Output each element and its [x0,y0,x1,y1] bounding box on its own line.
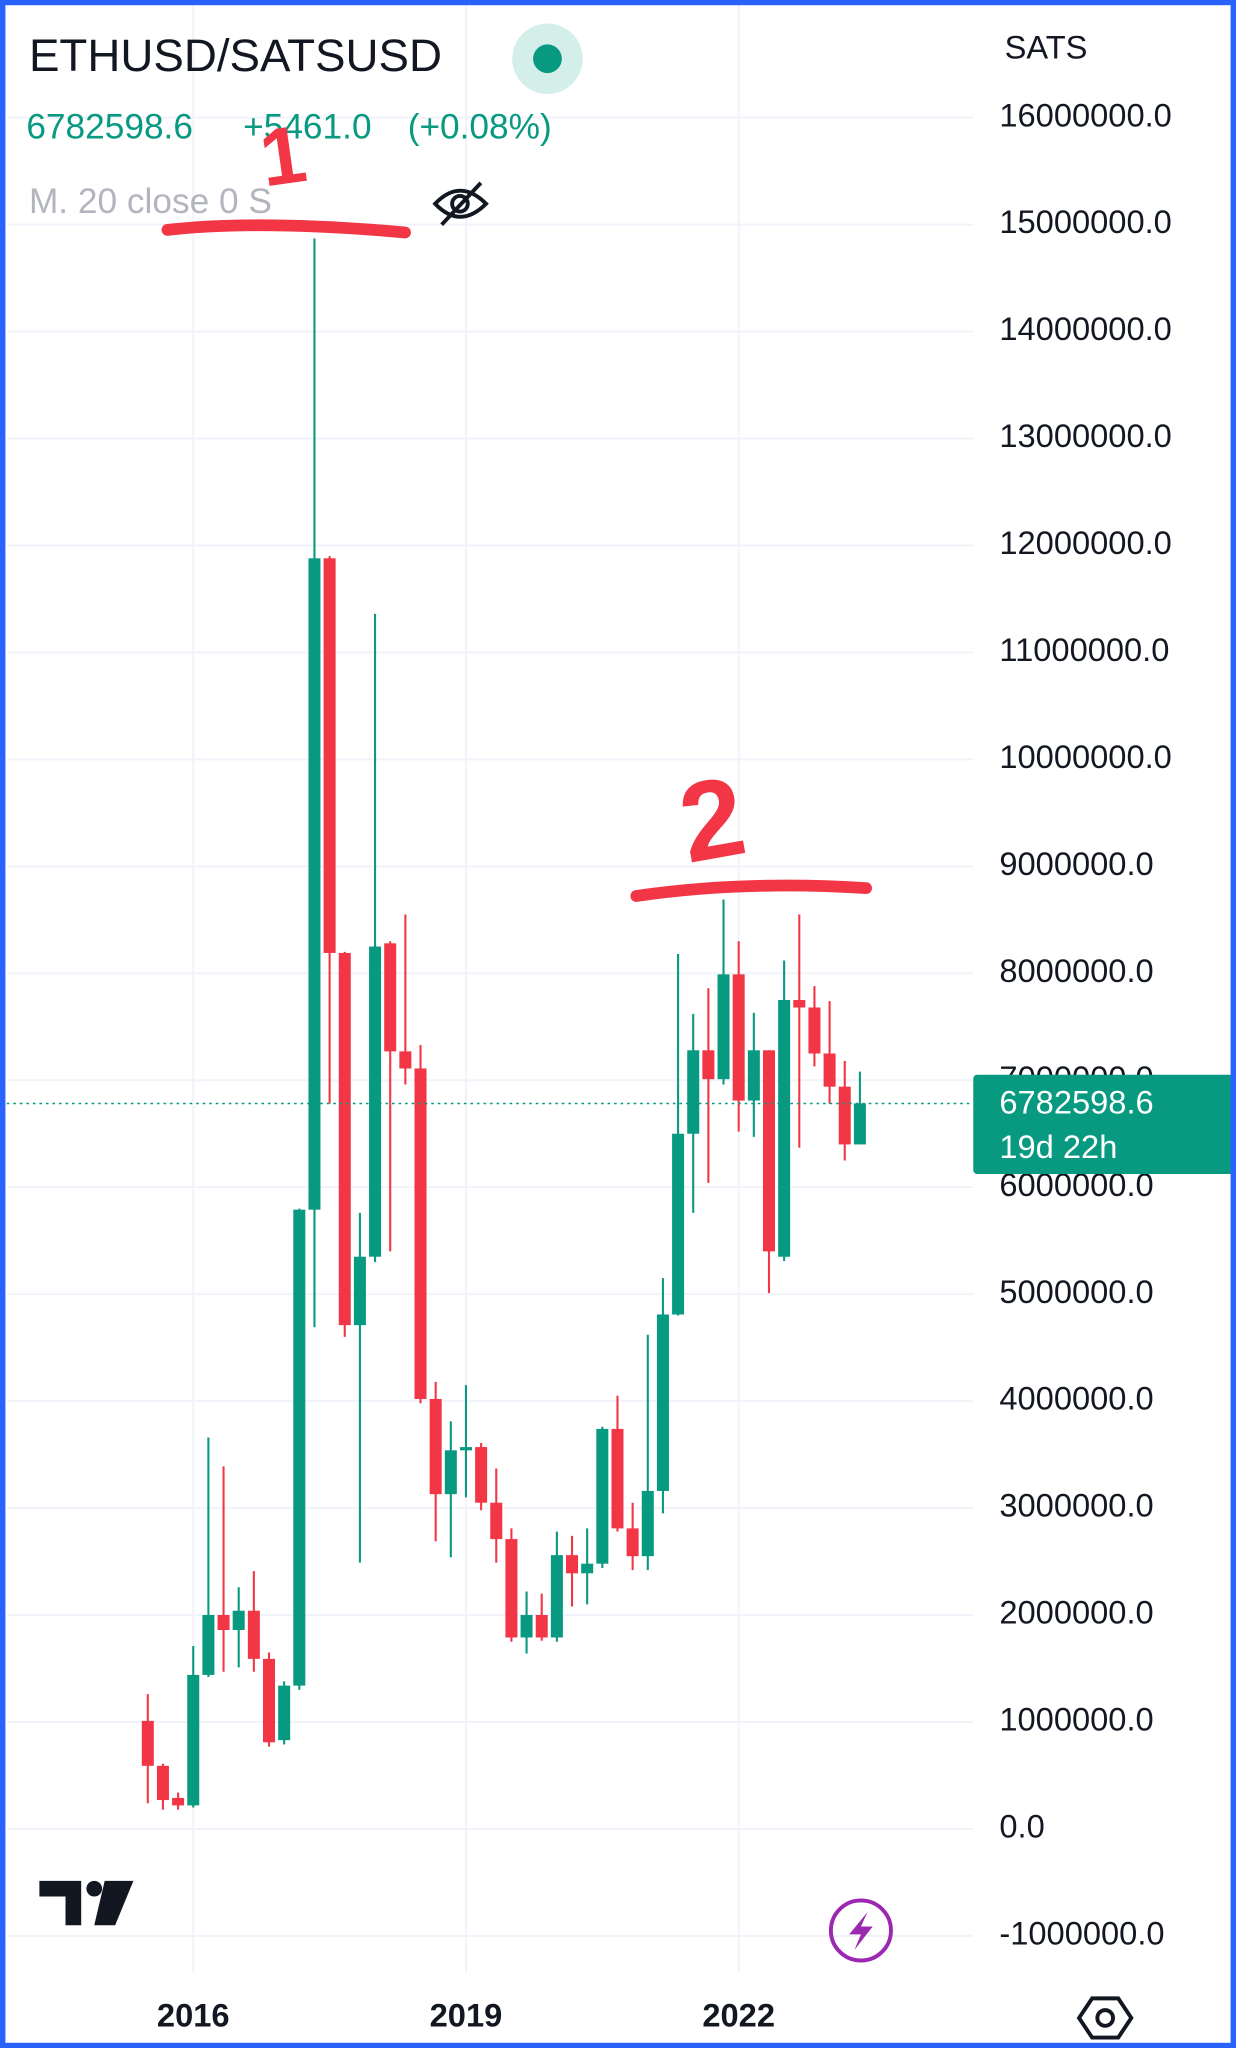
x-tick-label: 2022 [702,1997,775,2034]
y-tick-label: 11000000.0 [999,631,1169,668]
y-tick-label: 15000000.0 [999,203,1171,240]
candle-body [853,1103,866,1145]
candle-body [278,1685,291,1741]
candle-body [232,1610,245,1630]
candle-body [293,1209,306,1686]
candle-body [672,1133,685,1315]
candle-body [747,1050,760,1101]
candle-body [399,1051,412,1069]
annotation-1: 1 [161,109,411,239]
candle-body [535,1615,548,1638]
y-tick-label: 2000000.0 [999,1594,1153,1631]
price-tag [973,1074,1235,1175]
axis-labels: 16000000.015000000.014000000.013000000.0… [157,96,1172,2033]
candle-body [793,1000,806,1008]
price-tag-countdown: 19d 22h [999,1128,1117,1165]
candle-body [641,1490,654,1557]
candle-body [187,1674,200,1806]
y-tick-label: 5000000.0 [999,1273,1153,1310]
x-tick-label: 2019 [430,1997,503,2034]
candle-body [611,1428,624,1529]
y-tick-label: 8000000.0 [999,952,1153,989]
candle-body [444,1450,457,1495]
candle-body [217,1615,230,1630]
hide-icon[interactable] [432,181,489,226]
candle-body [778,1000,791,1257]
chart-title: ETHUSD/SATSUSD [29,30,442,81]
candle-body [429,1398,442,1495]
candle-body [596,1428,609,1564]
status-dot [533,44,562,74]
candle-body [384,943,397,1052]
y-tick-label: -1000000.0 [999,1915,1164,1952]
y-tick-label: 12000000.0 [999,524,1171,561]
candle-body [323,558,336,953]
candle-body [369,946,382,1257]
y-tick-label: 13000000.0 [999,417,1171,454]
candle-body [308,558,321,1210]
price-change-pct: (+0.08%) [408,108,552,147]
candle-body [702,1050,715,1080]
candle-body [262,1658,276,1743]
settings-button[interactable] [1076,1996,1134,2040]
price-change: +5461.0 [243,108,371,147]
candle-body [732,974,745,1101]
y-tick-label: 0.0 [999,1808,1044,1845]
candle-body [156,1765,169,1801]
x-tick-label: 2016 [157,1997,230,2034]
y-tick-label: 10000000.0 [999,738,1171,775]
candle-body [475,1447,488,1503]
candle-body [808,1007,821,1054]
candle-body [414,1068,427,1399]
y-tick-label: 9000000.0 [999,845,1153,882]
candle-body [717,974,730,1080]
candle-body [338,952,351,1326]
y-tick-label: 3000000.0 [999,1487,1153,1524]
candle-body [202,1615,215,1675]
candle-body [762,1050,775,1252]
candle-body [141,1720,154,1766]
candle-body [838,1086,851,1145]
price-tag-value: 6782598.6 [999,1083,1153,1120]
candle-body [490,1502,503,1540]
candle-body [823,1053,836,1087]
candle-body [687,1050,700,1134]
candle-body [550,1555,563,1638]
candle-body [656,1314,669,1491]
candle-body [459,1447,472,1451]
candles [6,238,974,1810]
candle-body [505,1539,518,1638]
y-tick-label: 14000000.0 [999,310,1171,347]
candle-body [626,1528,639,1557]
y-tick-label: 16000000.0 [999,96,1171,133]
candle-body [566,1555,579,1574]
candle-body [581,1563,594,1574]
y-tick-label: 4000000.0 [999,1380,1153,1417]
candle-body [353,1256,366,1326]
last-price: 6782598.6 [26,108,193,147]
candle-body [247,1610,260,1659]
candle-body [520,1615,533,1638]
lightning-button[interactable] [828,1898,893,1963]
indicator-label: M. 20 close 0 S [29,182,272,221]
y-tick-label: 1000000.0 [999,1701,1153,1738]
y-axis-unit: SATS [1005,28,1088,65]
candle-body [172,1797,185,1806]
grid [6,0,974,1973]
tradingview-logo[interactable] [39,1880,134,1926]
